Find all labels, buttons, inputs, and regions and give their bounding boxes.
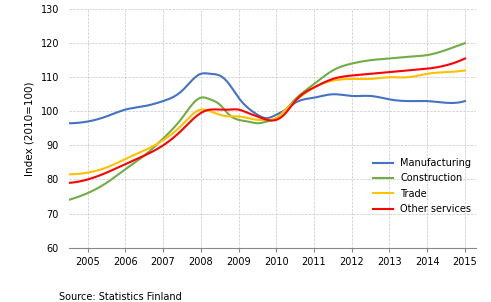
Other services xyxy=(66,181,72,185)
Manufacturing xyxy=(202,72,208,75)
Construction xyxy=(462,41,468,45)
Line: Construction: Construction xyxy=(69,43,465,200)
Trade xyxy=(301,92,307,95)
Line: Other services: Other services xyxy=(69,59,465,183)
Trade xyxy=(453,70,459,73)
Line: Trade: Trade xyxy=(69,70,465,174)
Construction xyxy=(301,89,307,93)
Manufacturing xyxy=(462,99,468,103)
Construction xyxy=(390,56,396,60)
Manufacturing xyxy=(66,121,72,125)
Manufacturing xyxy=(453,101,459,104)
Text: Source: Statistics Finland: Source: Statistics Finland xyxy=(59,292,182,302)
Other services xyxy=(280,114,286,117)
Manufacturing xyxy=(281,109,287,113)
Other services xyxy=(453,61,459,64)
Trade xyxy=(256,118,262,122)
Manufacturing xyxy=(391,98,397,102)
Other services xyxy=(462,57,468,60)
Construction xyxy=(280,111,286,114)
Construction xyxy=(254,121,260,125)
Other services xyxy=(301,91,307,95)
Trade xyxy=(254,118,260,122)
Y-axis label: Index (2010=100): Index (2010=100) xyxy=(25,81,35,175)
Trade xyxy=(66,172,72,176)
Legend: Manufacturing, Construction, Trade, Other services: Manufacturing, Construction, Trade, Othe… xyxy=(373,158,471,214)
Manufacturing xyxy=(302,97,308,101)
Other services xyxy=(390,70,396,74)
Manufacturing xyxy=(255,113,261,117)
Trade xyxy=(280,111,286,114)
Other services xyxy=(254,114,260,118)
Construction xyxy=(453,45,459,48)
Manufacturing xyxy=(257,114,263,118)
Construction xyxy=(256,121,262,125)
Construction xyxy=(66,198,72,202)
Line: Manufacturing: Manufacturing xyxy=(69,73,465,123)
Trade xyxy=(390,76,396,79)
Other services xyxy=(256,115,262,119)
Trade xyxy=(462,69,468,72)
